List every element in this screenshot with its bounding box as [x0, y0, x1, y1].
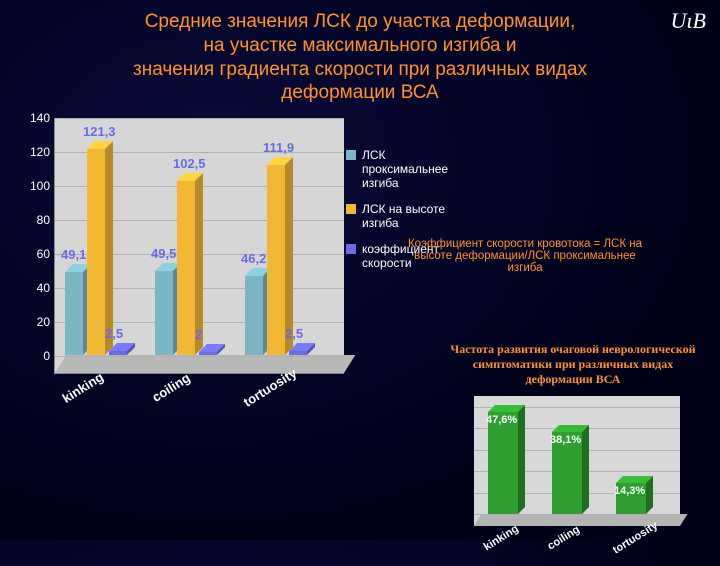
page-title: Средние значения ЛСК до участка деформац… [0, 0, 720, 111]
bar-value-label: 14,3% [614, 485, 645, 497]
y-tick: 40 [10, 281, 50, 295]
x-label: coiling [546, 524, 582, 553]
y-tick: 20 [10, 315, 50, 329]
bar [488, 412, 518, 514]
legend-swatch [346, 244, 356, 254]
logo: UιB [671, 8, 706, 34]
legend-label: ЛСК проксимальнее изгиба [362, 148, 466, 190]
title-line: на участке максимального изгиба и [204, 35, 517, 56]
bar-value-label: 49,5 [151, 246, 176, 261]
y-tick: 100 [10, 179, 50, 193]
bar [155, 271, 173, 355]
bar-value-label: 121,3 [83, 124, 116, 139]
bar [289, 351, 307, 355]
bar-value-label: 2,5 [285, 326, 303, 341]
coefficient-note: Коэффициент скорости кровотока = ЛСК на … [400, 238, 650, 274]
bar-value-label: 111,9 [263, 140, 294, 155]
chart-right-title: Частота развития очаговой неврологическо… [448, 342, 698, 387]
title-line: Средние значения ЛСК до участка деформац… [145, 11, 576, 32]
bar [245, 276, 263, 355]
bar-value-label: 2,5 [105, 326, 123, 341]
bar [199, 352, 217, 355]
bar [87, 149, 105, 355]
legend-swatch [346, 204, 356, 214]
bar [65, 272, 83, 355]
bar-value-label: 102,5 [173, 156, 206, 171]
y-tick: 80 [10, 213, 50, 227]
legend-label: ЛСК на высоте изгиба [362, 202, 466, 230]
y-tick: 60 [10, 247, 50, 261]
title-line: значения градиента скорости при различны… [133, 59, 587, 80]
chart-right-plot: 47,6% 38,1% 14,3% [474, 396, 680, 526]
bar-value-label: 47,6% [486, 414, 517, 426]
main-area: 49,1 121,3 2,5 49,5 102,5 2 46,2 111,9 2,5 0 20 40… [0, 118, 720, 538]
bar-value-label: 49,1 [61, 247, 86, 262]
chart-right: 47,6%38,1%14,3% kinkingcoilingtortuosity [460, 396, 690, 566]
y-tick: 0 [10, 349, 50, 363]
bar-value-label: 2 [195, 327, 202, 342]
y-tick: 120 [10, 145, 50, 159]
bar [177, 181, 195, 355]
y-tick: 140 [10, 111, 50, 125]
chart-left-plot: 49,1 121,3 2,5 49,5 102,5 2 46,2 111,9 2,5 [54, 118, 344, 374]
x-label: kinking [482, 523, 521, 554]
x-label: coiling [149, 370, 192, 405]
legend-item: ЛСК на высоте изгиба [346, 202, 466, 230]
bar-value-label: 46,2 [241, 251, 266, 266]
title-line: деформации ВСА [281, 82, 438, 103]
x-label: kinking [59, 369, 106, 406]
legend-swatch [346, 150, 356, 160]
bar [109, 351, 127, 355]
bar [267, 165, 285, 355]
bar-value-label: 38,1% [550, 434, 581, 446]
legend-item: ЛСК проксимальнее изгиба [346, 148, 466, 190]
